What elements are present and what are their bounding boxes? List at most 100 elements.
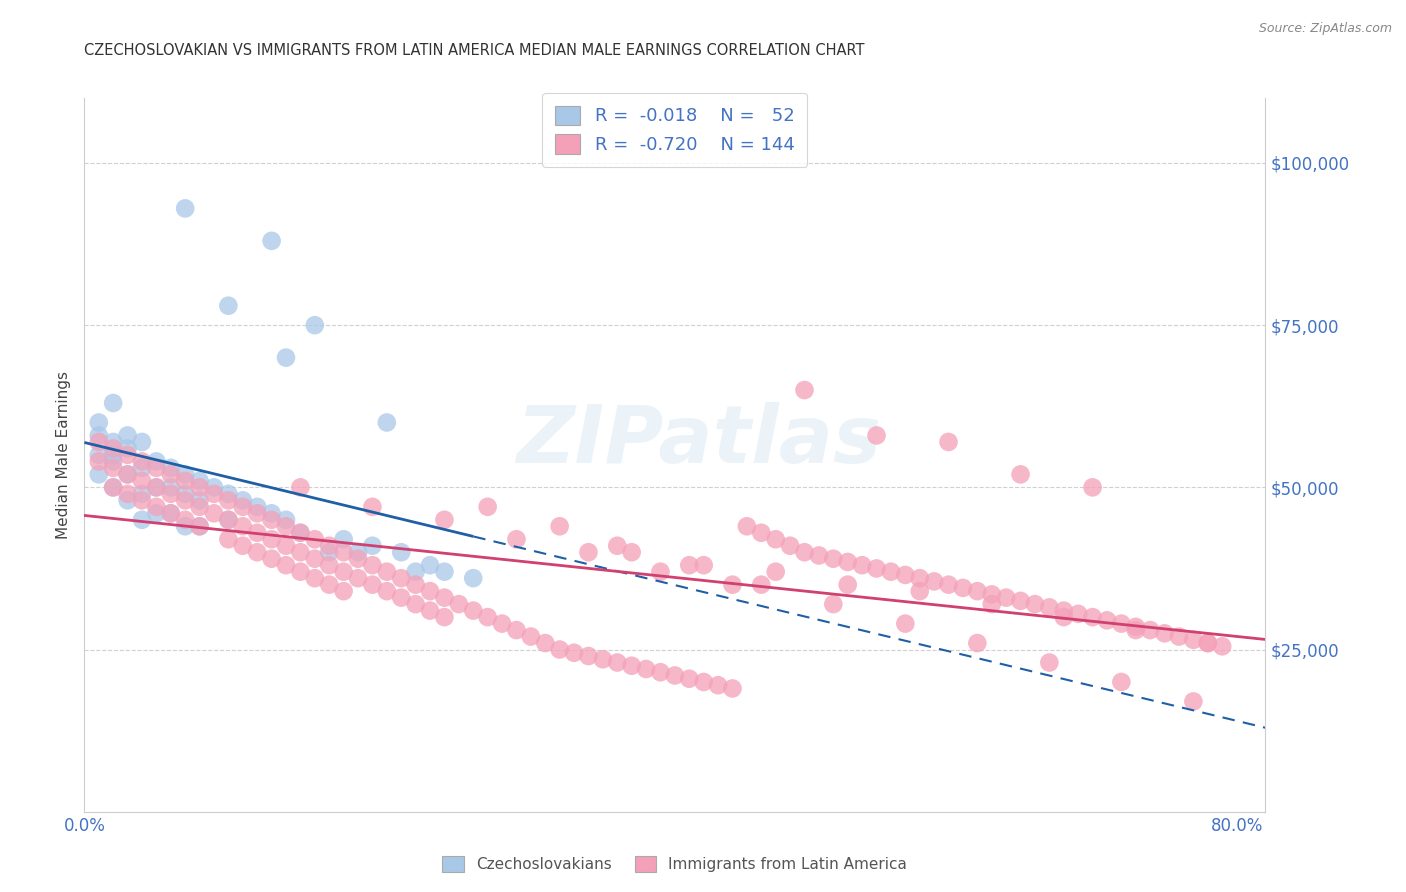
Y-axis label: Median Male Earnings: Median Male Earnings	[56, 371, 72, 539]
Point	[101, 454, 124, 468]
Point	[922, 574, 945, 589]
Point	[405, 565, 427, 579]
Point	[232, 493, 254, 508]
Point	[332, 565, 354, 579]
Point	[159, 487, 181, 501]
Point	[304, 571, 326, 585]
Point	[1010, 467, 1032, 482]
Point	[592, 652, 614, 666]
Point	[765, 565, 787, 579]
Point	[1038, 656, 1060, 670]
Point	[908, 571, 931, 585]
Point	[361, 558, 384, 573]
Point	[664, 668, 686, 682]
Point	[318, 577, 340, 591]
Point	[202, 506, 225, 520]
Point	[117, 467, 139, 482]
Point	[865, 561, 887, 575]
Point	[290, 525, 312, 540]
Point	[260, 513, 283, 527]
Point	[851, 558, 873, 573]
Point	[765, 533, 787, 547]
Point	[117, 487, 139, 501]
Point	[174, 474, 197, 488]
Point	[1081, 610, 1104, 624]
Point	[433, 565, 456, 579]
Point	[620, 658, 643, 673]
Point	[894, 568, 917, 582]
Point	[1182, 694, 1205, 708]
Point	[246, 545, 269, 559]
Point	[232, 500, 254, 514]
Point	[1053, 610, 1076, 624]
Point	[419, 584, 441, 599]
Point	[721, 577, 744, 591]
Point	[217, 513, 239, 527]
Point	[87, 428, 110, 442]
Point	[823, 551, 845, 566]
Point	[87, 454, 110, 468]
Point	[188, 474, 211, 488]
Point	[966, 636, 988, 650]
Point	[188, 493, 211, 508]
Point	[274, 351, 297, 365]
Point	[260, 551, 283, 566]
Point	[274, 513, 297, 527]
Point	[1067, 607, 1090, 621]
Point	[260, 506, 283, 520]
Point	[318, 545, 340, 559]
Point	[304, 318, 326, 333]
Point	[1053, 604, 1076, 618]
Point	[304, 533, 326, 547]
Point	[477, 500, 499, 514]
Point	[131, 461, 153, 475]
Point	[246, 506, 269, 520]
Point	[347, 545, 370, 559]
Point	[117, 493, 139, 508]
Point	[159, 461, 181, 475]
Point	[101, 434, 124, 449]
Point	[217, 487, 239, 501]
Point	[562, 646, 585, 660]
Point	[548, 642, 571, 657]
Point	[131, 487, 153, 501]
Legend: Czechoslovakians, Immigrants from Latin America: Czechoslovakians, Immigrants from Latin …	[434, 848, 915, 880]
Point	[375, 416, 398, 430]
Point	[1125, 623, 1147, 637]
Point	[332, 545, 354, 559]
Point	[217, 513, 239, 527]
Point	[793, 383, 815, 397]
Point	[1095, 613, 1118, 627]
Point	[131, 474, 153, 488]
Legend: R =  -0.018    N =   52, R =  -0.720    N = 144: R = -0.018 N = 52, R = -0.720 N = 144	[543, 93, 807, 167]
Point	[174, 519, 197, 533]
Point	[505, 533, 527, 547]
Point	[318, 558, 340, 573]
Point	[678, 558, 700, 573]
Point	[290, 525, 312, 540]
Point	[217, 493, 239, 508]
Point	[101, 480, 124, 494]
Point	[389, 591, 412, 605]
Point	[1081, 480, 1104, 494]
Point	[650, 665, 672, 680]
Point	[865, 428, 887, 442]
Point	[131, 434, 153, 449]
Point	[375, 565, 398, 579]
Point	[433, 513, 456, 527]
Point	[1111, 675, 1133, 690]
Point	[636, 662, 658, 676]
Point	[880, 565, 903, 579]
Point	[304, 551, 326, 566]
Point	[952, 581, 974, 595]
Point	[361, 539, 384, 553]
Point	[606, 539, 628, 553]
Point	[463, 571, 485, 585]
Point	[491, 616, 513, 631]
Point	[980, 597, 1002, 611]
Point	[188, 519, 211, 533]
Point	[1111, 616, 1133, 631]
Point	[1211, 640, 1233, 654]
Point	[101, 396, 124, 410]
Point	[117, 428, 139, 442]
